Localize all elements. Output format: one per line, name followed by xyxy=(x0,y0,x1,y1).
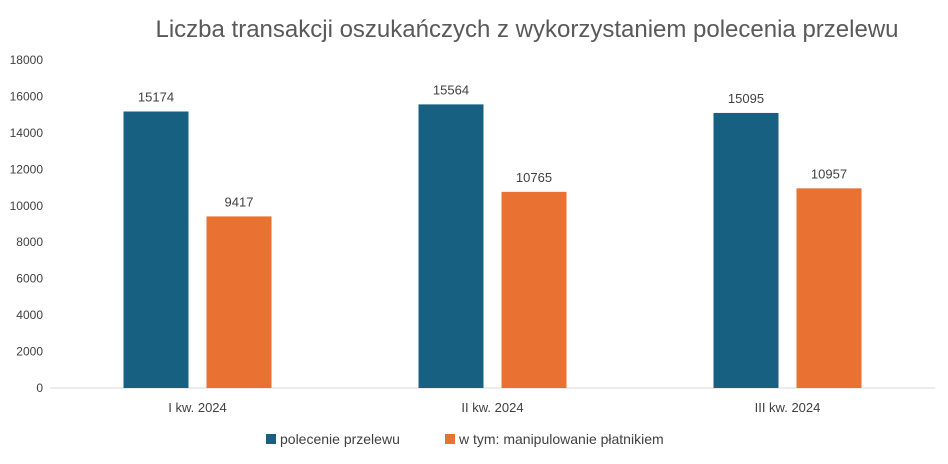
legend: polecenie przelewu w tym: manipulowanie p… xyxy=(266,431,664,447)
bar-series-1-cat-3 xyxy=(713,112,779,389)
bar-series-1-cat-2 xyxy=(418,104,484,388)
y-tick-label: 12000 xyxy=(10,162,44,176)
y-axis: 0 2000 4000 6000 8000 10000 12000 14000 16000 180… xyxy=(10,53,44,395)
data-label: 9417 xyxy=(225,194,254,209)
data-label: 15095 xyxy=(728,91,764,106)
data-label: 10957 xyxy=(811,166,847,181)
bar-series-2-cat-3 xyxy=(796,188,862,388)
x-category-label: III kw. 2024 xyxy=(755,400,821,415)
legend-swatch-1 xyxy=(266,434,276,444)
legend-swatch-2 xyxy=(445,434,455,444)
x-axis-categories: I kw. 2024 II kw. 2024 III kw. 2024 xyxy=(168,400,820,415)
y-tick-label: 6000 xyxy=(16,272,43,286)
data-label: 10765 xyxy=(516,170,552,185)
y-tick-label: 18000 xyxy=(10,53,44,67)
data-label: 15564 xyxy=(433,82,469,97)
legend-label-2: w tym: manipulowanie płatnikiem xyxy=(458,431,664,447)
data-labels: 15174 9417 15564 10765 15095 10957 xyxy=(138,82,847,209)
x-category-label: I kw. 2024 xyxy=(168,400,227,415)
bar-series-2-cat-1 xyxy=(206,216,272,388)
y-tick-label: 16000 xyxy=(10,89,44,103)
y-tick-label: 8000 xyxy=(16,235,43,249)
y-tick-label: 10000 xyxy=(10,199,44,213)
data-label: 15174 xyxy=(138,89,174,104)
y-tick-label: 0 xyxy=(36,381,43,395)
bars xyxy=(123,104,862,389)
y-tick-label: 4000 xyxy=(16,308,43,322)
legend-label-1: polecenie przelewu xyxy=(280,431,400,447)
bar-series-2-cat-2 xyxy=(501,191,567,388)
bar-series-1-cat-1 xyxy=(123,111,189,388)
y-tick-label: 14000 xyxy=(10,126,44,140)
chart-title: Liczba transakcji oszukańczych z wykorzy… xyxy=(156,16,899,43)
y-tick-label: 2000 xyxy=(16,345,43,359)
x-category-label: II kw. 2024 xyxy=(461,400,523,415)
